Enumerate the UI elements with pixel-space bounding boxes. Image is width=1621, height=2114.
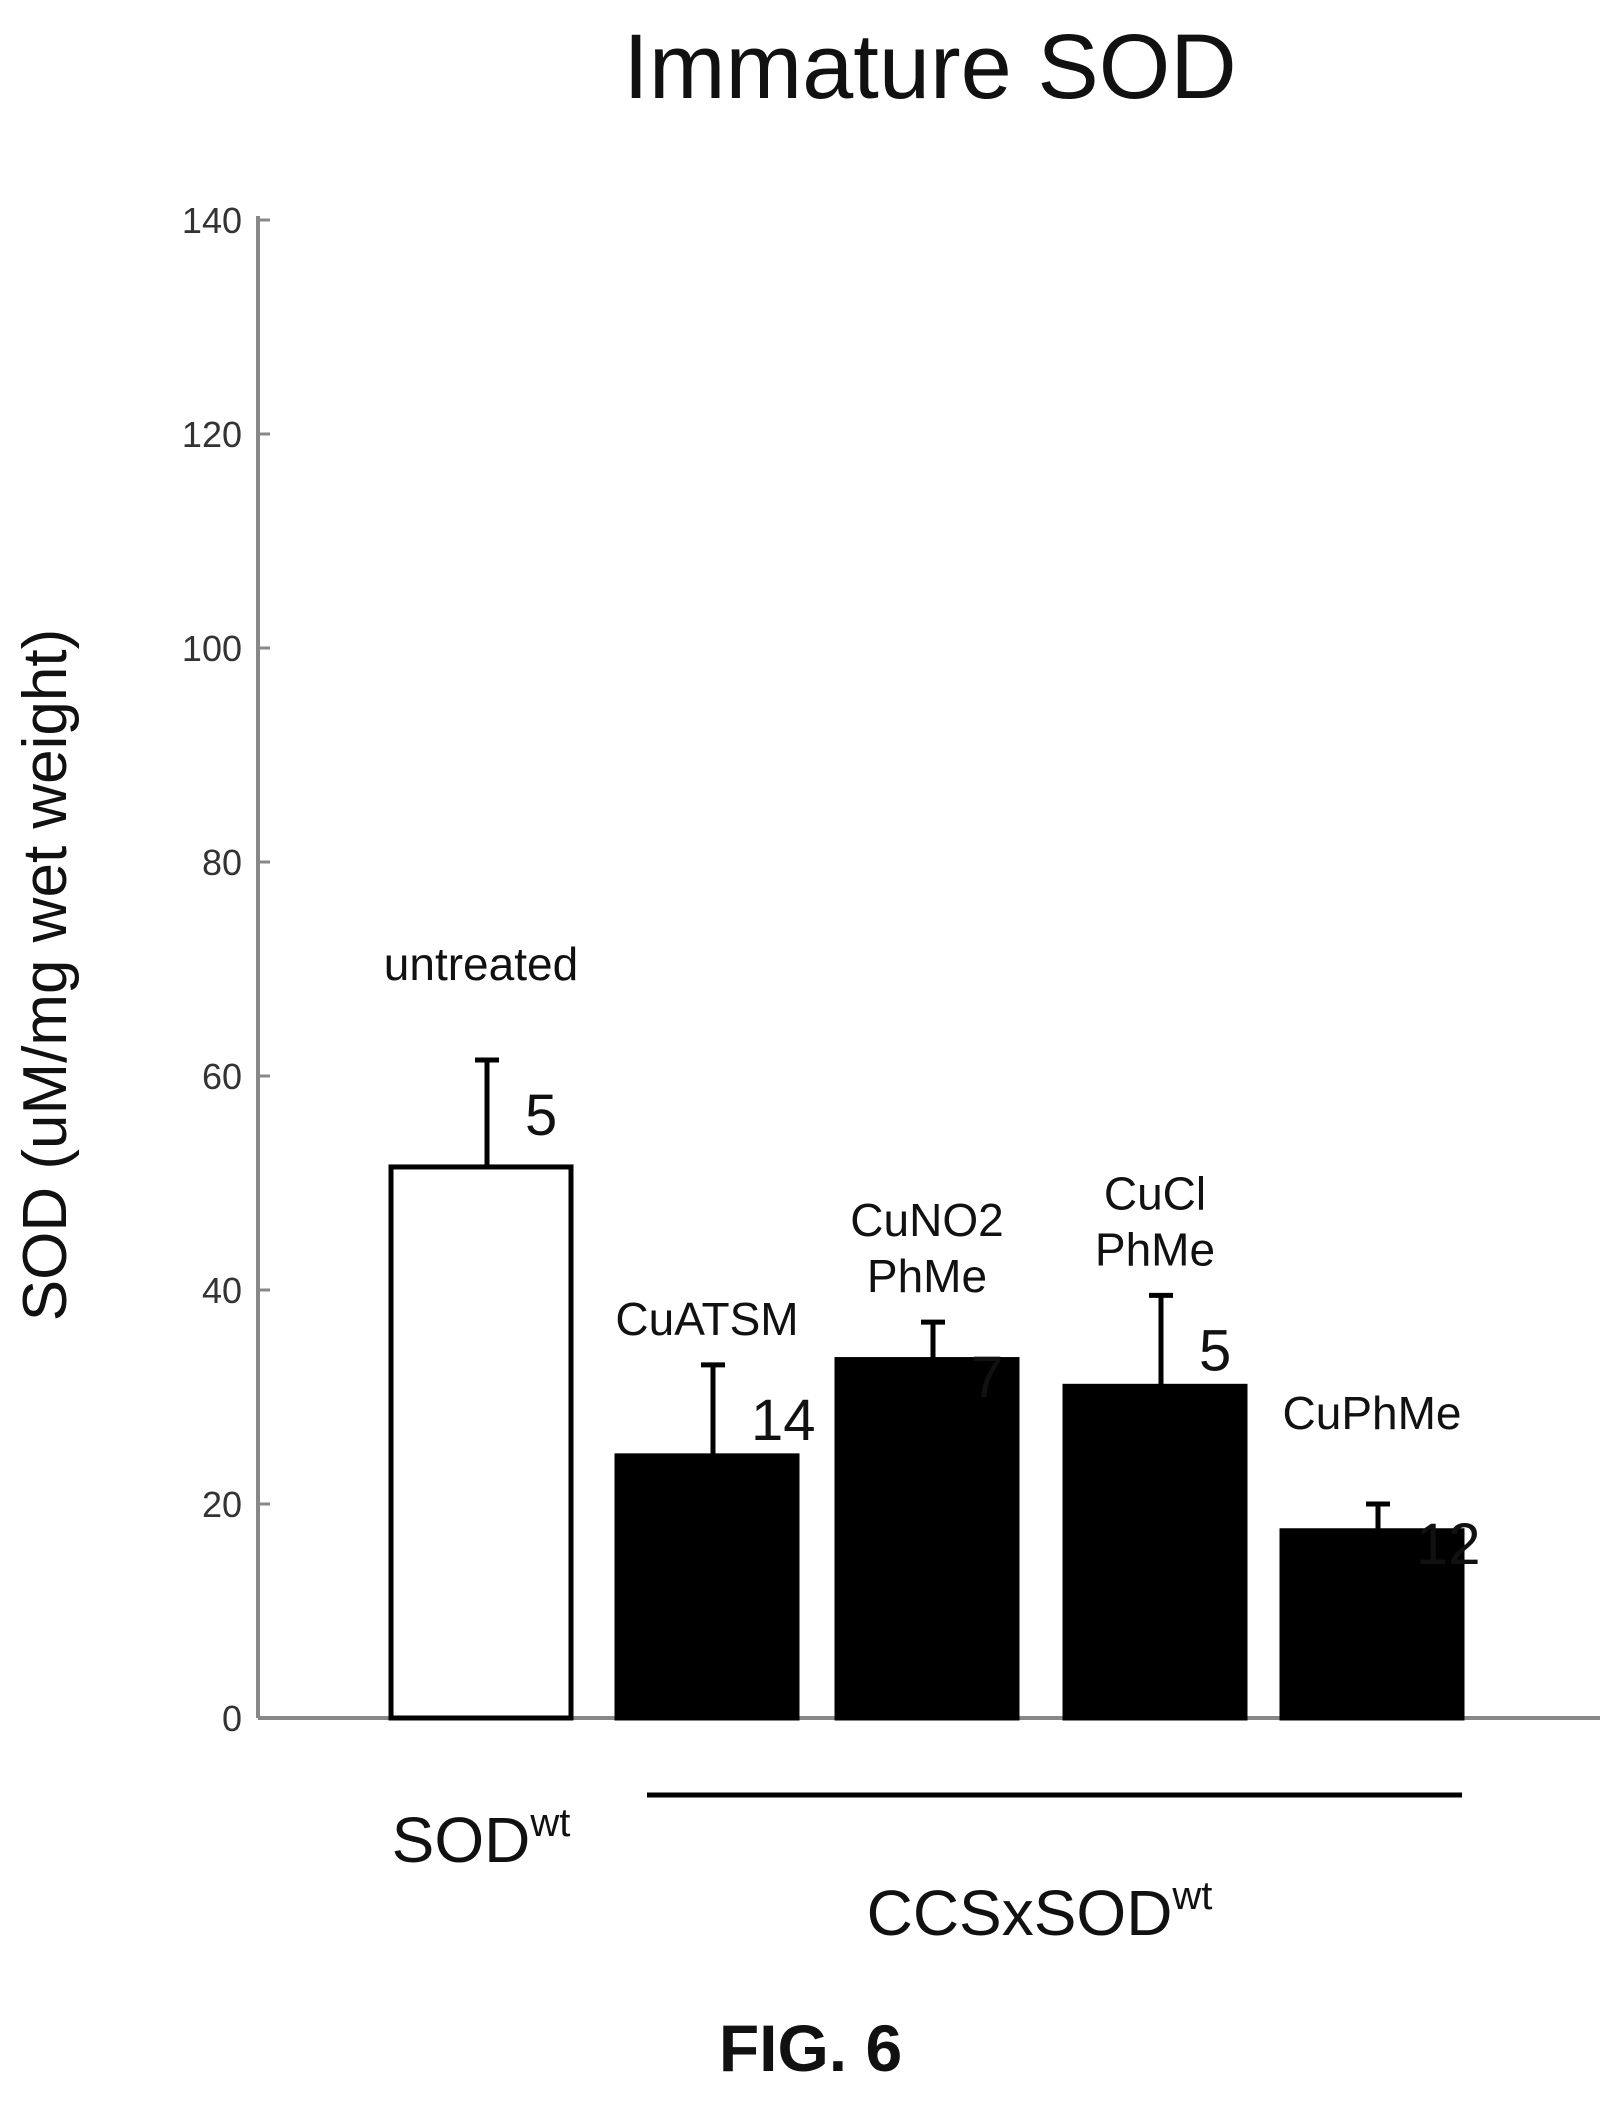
category-label: CuCl bbox=[1104, 1167, 1206, 1219]
bar bbox=[834, 1357, 1020, 1721]
category-label: PhMe bbox=[867, 1250, 987, 1302]
bar-chart: Immature SOD SOD (uM/mg wet weight) 0 20 4… bbox=[11, 16, 1600, 1949]
y-tick-label: 120 bbox=[182, 414, 242, 455]
figure-label: FIG. 6 bbox=[718, 2011, 903, 2085]
bar bbox=[614, 1453, 800, 1721]
category-label: untreated bbox=[384, 938, 578, 990]
group-label-superscript: wt bbox=[1171, 1874, 1212, 1918]
category-label: PhMe bbox=[1095, 1223, 1215, 1275]
y-tick-label: 80 bbox=[202, 842, 242, 883]
bars bbox=[388, 1057, 1465, 1721]
group-label: CCSxSODwt bbox=[867, 1874, 1213, 1949]
category-label: CuATSM bbox=[615, 1293, 798, 1345]
y-tick-label: 140 bbox=[182, 200, 242, 241]
y-ticks: 0 20 40 60 80 100 120 140 bbox=[182, 200, 270, 1739]
category-label: CuPhMe bbox=[1283, 1387, 1462, 1439]
y-tick-label: 100 bbox=[182, 628, 242, 669]
bar bbox=[1279, 1528, 1465, 1721]
chart-title: Immature SOD bbox=[623, 16, 1236, 118]
y-tick-label: 0 bbox=[222, 1698, 242, 1739]
group-label-superscript: wt bbox=[529, 1801, 570, 1845]
group-label-base: CCSxSOD bbox=[867, 1877, 1173, 1949]
bar bbox=[1062, 1383, 1248, 1721]
bar bbox=[388, 1164, 574, 1721]
y-tick-label: 60 bbox=[202, 1056, 242, 1097]
sample-size-label: 5 bbox=[1199, 1318, 1231, 1383]
sample-size-label: 5 bbox=[525, 1083, 557, 1148]
y-axis-label: SOD (uM/mg wet weight) bbox=[11, 629, 80, 1322]
y-tick-label: 40 bbox=[202, 1270, 242, 1311]
sample-size-label: 7 bbox=[971, 1345, 1003, 1410]
sample-size-label: 12 bbox=[1416, 1512, 1481, 1577]
y-tick-label: 20 bbox=[202, 1484, 242, 1525]
sample-size-label: 14 bbox=[751, 1388, 816, 1453]
bar-labels: 5untreated14CuATSM7CuNO2PhMe5CuClPhMe12C… bbox=[384, 938, 1481, 1577]
category-label: CuNO2 bbox=[850, 1194, 1003, 1246]
group-label: SODwt bbox=[392, 1801, 571, 1876]
group-label-base: SOD bbox=[392, 1804, 531, 1876]
